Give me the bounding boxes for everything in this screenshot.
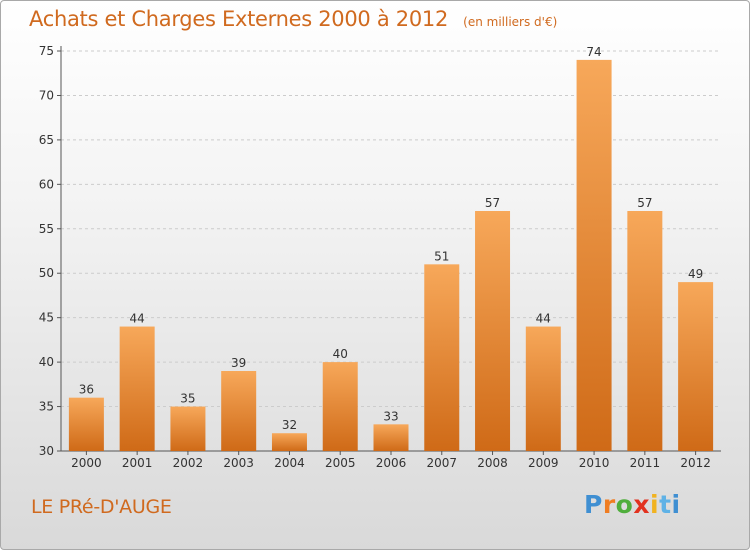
y-tick-label: 70 — [39, 88, 54, 102]
bar-value-label: 51 — [434, 249, 449, 263]
y-tick-label: 60 — [39, 177, 54, 191]
bar — [170, 406, 206, 451]
x-tick-label: 2010 — [579, 456, 610, 470]
bar — [424, 264, 460, 451]
x-tick-label: 2008 — [477, 456, 508, 470]
y-tick-label: 65 — [39, 133, 54, 147]
x-tick-label: 2000 — [71, 456, 102, 470]
bar-value-label: 35 — [180, 392, 195, 406]
bar-value-label: 36 — [79, 383, 94, 397]
y-tick-label: 45 — [39, 311, 54, 325]
x-tick-label: 2002 — [173, 456, 204, 470]
bar-value-label: 44 — [130, 312, 145, 326]
x-tick-label: 2005 — [325, 456, 356, 470]
x-tick-label: 2011 — [630, 456, 661, 470]
bar-value-label: 40 — [333, 347, 348, 361]
y-tick-label: 75 — [39, 44, 54, 58]
bar — [322, 362, 358, 451]
bar-value-label: 39 — [231, 356, 246, 370]
chart-title-main: Achats et Charges Externes 2000 à 2012 — [29, 7, 449, 31]
bar — [271, 433, 307, 451]
bar-value-label: 33 — [383, 409, 398, 423]
bar-value-label: 32 — [282, 418, 297, 432]
y-tick-label: 50 — [39, 266, 54, 280]
bar — [627, 211, 663, 451]
proxiti-logo: Proxiti — [584, 490, 681, 519]
commune-name: LE PRé-D'AUGE — [31, 496, 172, 518]
bar — [373, 424, 409, 451]
bar — [119, 326, 155, 451]
bar-value-label: 49 — [688, 267, 703, 281]
x-tick-label: 2012 — [680, 456, 711, 470]
y-tick-label: 40 — [39, 355, 54, 369]
chart-title-unit: (en milliers d'€) — [463, 15, 558, 29]
y-tick-label: 30 — [39, 444, 54, 458]
x-tick-label: 2001 — [122, 456, 153, 470]
y-tick-label: 35 — [39, 400, 54, 414]
bar — [525, 326, 561, 451]
bar — [221, 371, 257, 451]
x-tick-label: 2007 — [426, 456, 457, 470]
y-tick-label: 55 — [39, 222, 54, 236]
bar-value-label: 44 — [536, 312, 551, 326]
bar-value-label: 57 — [637, 196, 652, 210]
bar-value-label: 57 — [485, 196, 500, 210]
bar-value-label: 74 — [586, 45, 601, 59]
x-tick-label: 2003 — [223, 456, 254, 470]
chart-title: Achats et Charges Externes 2000 à 2012 (… — [29, 7, 557, 31]
bar — [475, 211, 511, 451]
x-tick-label: 2004 — [274, 456, 305, 470]
x-tick-label: 2006 — [376, 456, 407, 470]
bar — [678, 282, 714, 451]
bar — [68, 397, 104, 451]
x-tick-label: 2009 — [528, 456, 559, 470]
bar — [576, 59, 612, 452]
